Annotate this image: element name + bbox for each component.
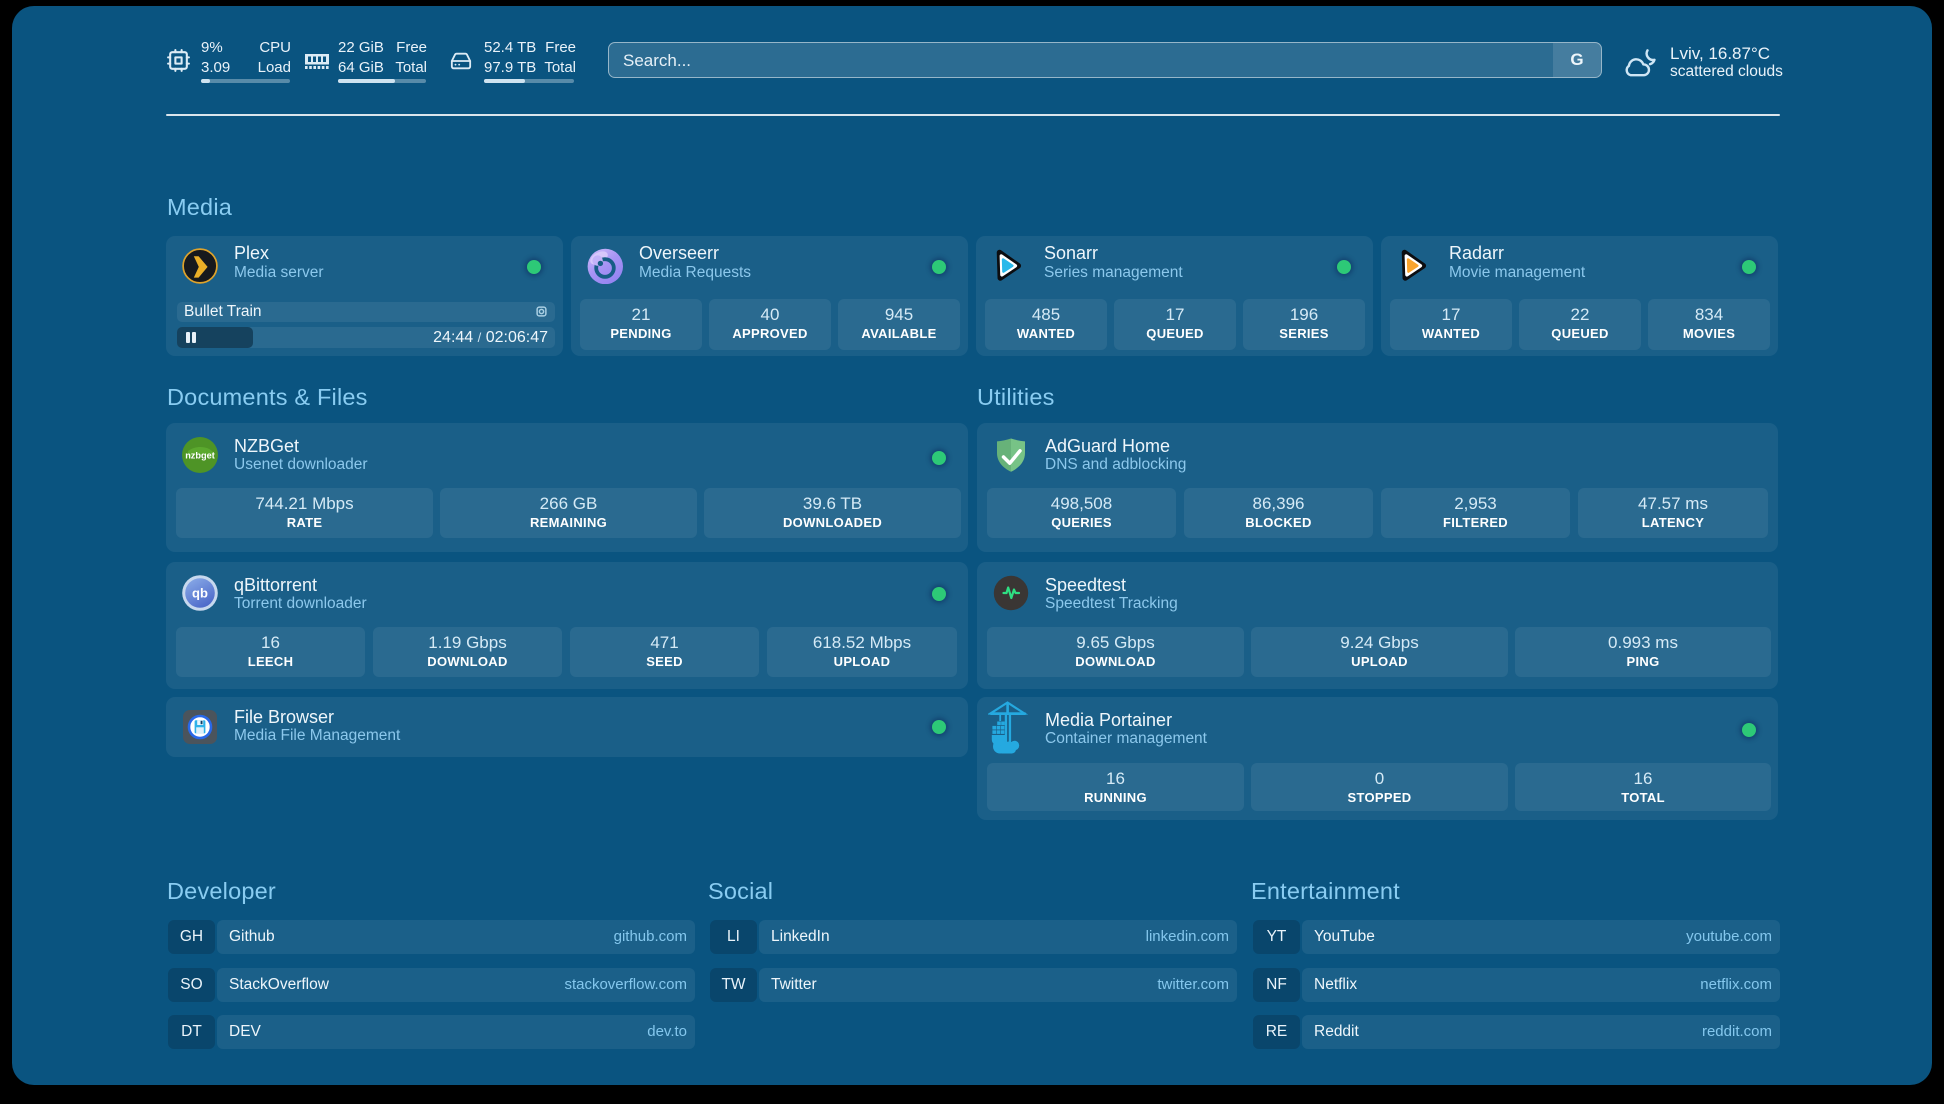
svg-text:nzbget: nzbget [185,451,215,461]
svg-text:qb: qb [192,586,208,601]
